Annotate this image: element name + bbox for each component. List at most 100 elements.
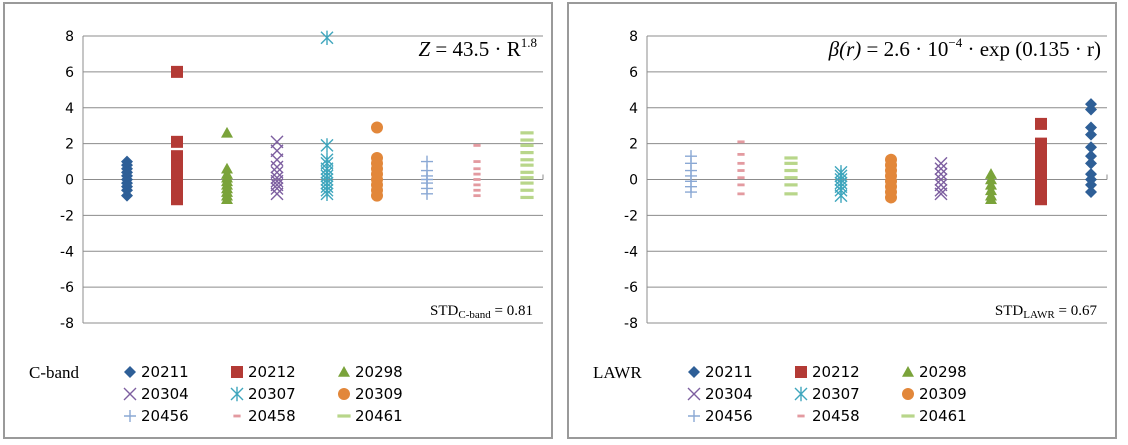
legend-marker <box>794 386 808 402</box>
data-point <box>1085 141 1097 154</box>
series-20309 <box>885 153 897 204</box>
legend-label: 20461 <box>919 407 967 425</box>
legend-label: 20458 <box>812 407 860 425</box>
legend-marker <box>124 410 136 422</box>
data-point <box>121 155 133 168</box>
legend-entry-20458: 20458 <box>233 407 296 425</box>
y-tick-label: 2 <box>65 137 74 153</box>
data-point <box>520 170 534 174</box>
lawr-scatter-chart: 8 6 4 2 0 -2 -4 -6 -8 β(r) = 2.6 · 10−4 · exp (0.… <box>593 29 1108 425</box>
data-point <box>1085 157 1097 170</box>
series-20212 <box>1035 117 1047 206</box>
legend-label: 20212 <box>248 363 296 381</box>
y-tick-label: 6 <box>629 65 638 81</box>
data-point <box>520 195 534 200</box>
series-20456 <box>421 155 433 200</box>
data-point <box>473 172 481 176</box>
y-tick-label: -2 <box>60 208 74 224</box>
data-point <box>1035 193 1047 206</box>
legend-label: 20211 <box>141 363 189 381</box>
y-tick-label: -8 <box>60 316 74 332</box>
data-point <box>934 187 948 201</box>
data-point <box>1085 150 1097 163</box>
data-point <box>834 188 848 203</box>
series-20307 <box>320 30 334 202</box>
legend-marker <box>233 414 241 418</box>
data-point <box>1085 128 1097 141</box>
data-point <box>171 193 183 206</box>
legend-entry-20461: 20461 <box>901 407 967 425</box>
series-20458 <box>737 140 745 196</box>
gridlines <box>647 35 1107 324</box>
data-point <box>221 193 233 205</box>
y-tick-label: -6 <box>60 280 74 296</box>
data-point <box>934 167 948 181</box>
legend-marker <box>902 366 914 377</box>
data-point <box>737 192 745 196</box>
series-20211 <box>1085 98 1097 199</box>
data-point <box>520 158 534 162</box>
legend-entry-20461: 20461 <box>337 407 403 425</box>
legend-marker <box>902 388 914 400</box>
series-20461 <box>784 156 798 196</box>
data-point <box>737 176 745 180</box>
series-20458 <box>473 144 481 198</box>
y-tick-label: -2 <box>624 208 638 224</box>
legend-label: 20461 <box>355 407 403 425</box>
data-point <box>371 189 383 202</box>
data-point <box>520 143 534 148</box>
legend-label: 20298 <box>919 363 967 381</box>
legend-entry-20458: 20458 <box>797 407 860 425</box>
series-20304 <box>270 135 284 201</box>
data-point <box>473 188 481 192</box>
data-point <box>784 161 798 165</box>
y-tick-label: 0 <box>629 173 638 189</box>
data-point <box>737 152 745 156</box>
data-point <box>1085 178 1097 191</box>
legend-label: 20309 <box>919 385 967 403</box>
legend-label: 20307 <box>812 385 860 403</box>
data-point <box>320 30 334 45</box>
series-20456 <box>685 150 697 199</box>
y-tick-label: 4 <box>65 101 74 117</box>
y-tick-label: 6 <box>65 65 74 81</box>
legend-entry-20212: 20212 <box>231 363 296 381</box>
data-point <box>371 121 383 134</box>
c-band-scatter-chart: 8 6 4 2 0 -2 -4 -6 -8 Z = 43.5 · R1.8 STDC-band = … <box>29 29 544 425</box>
y-tick-label: 4 <box>629 101 638 117</box>
legend-label: 20212 <box>812 363 860 381</box>
legend-label: 20456 <box>705 407 753 425</box>
data-point <box>784 156 798 160</box>
legend-marker <box>795 366 807 378</box>
series-20211 <box>121 155 133 202</box>
std-label: STDC-band = 0.81 <box>430 303 533 321</box>
data-point <box>520 188 534 192</box>
series-20298 <box>985 168 997 205</box>
data-point <box>784 192 798 196</box>
data-point <box>1085 121 1097 134</box>
gridlines <box>83 35 543 324</box>
data-point <box>737 140 745 144</box>
data-point <box>320 186 334 202</box>
legend-entry-20211: 20211 <box>688 363 753 381</box>
data-point <box>520 150 534 155</box>
legend-entry-20309: 20309 <box>902 385 967 403</box>
data-point <box>520 176 534 180</box>
data-point <box>1085 186 1097 199</box>
std-label: STDLAWR = 0.67 <box>995 303 1098 321</box>
legend-marker <box>901 414 915 418</box>
y-tick-label: 8 <box>65 29 74 45</box>
legend-marker <box>123 387 137 401</box>
legend-marker <box>687 387 701 401</box>
y-tick-label: -6 <box>624 280 638 296</box>
formula-label: β(r) = 2.6 · 10−4 · exp (0.135 · r) <box>828 35 1101 61</box>
data-point <box>737 169 745 172</box>
data-point <box>221 126 233 138</box>
data-point <box>320 138 334 153</box>
data-point <box>421 187 433 200</box>
c-band-chart-panel: 8 6 4 2 0 -2 -4 -6 -8 Z = 43.5 · R1.8 STDC-band = … <box>3 2 553 439</box>
data-point <box>934 156 948 170</box>
data-point <box>171 65 183 78</box>
series-20212 <box>171 65 183 206</box>
data-point <box>934 183 948 197</box>
